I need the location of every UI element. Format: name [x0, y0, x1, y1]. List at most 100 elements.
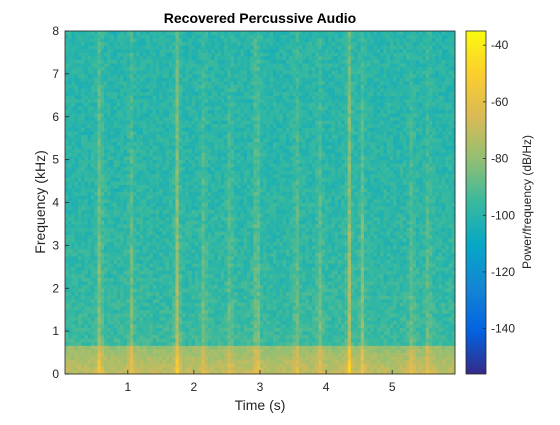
heatmap-cell: [130, 81, 134, 85]
heatmap-cell: [110, 138, 115, 143]
heatmap-cell: [97, 256, 102, 261]
heatmap-cell: [201, 281, 206, 286]
heatmap-cell: [188, 159, 193, 164]
heatmap-cell: [230, 309, 235, 314]
heatmap-cell: [110, 195, 115, 200]
heatmap-cell: [91, 216, 95, 221]
heatmap-cell: [65, 41, 69, 46]
heatmap-cell: [178, 152, 183, 157]
heatmap-cell: [175, 273, 180, 278]
heatmap-cell: [172, 195, 176, 200]
heatmap-cell: [110, 59, 115, 64]
heatmap-cell: [139, 48, 144, 53]
heatmap-cell: [172, 238, 176, 243]
heatmap-cell: [214, 320, 219, 325]
heatmap-cell: [113, 248, 118, 253]
heatmap-cell: [130, 259, 134, 264]
heatmap-cell: [175, 131, 180, 136]
heatmap-cell: [191, 73, 196, 78]
heatmap-cell: [117, 238, 121, 243]
heatmap-cell: [143, 202, 147, 207]
heatmap-cell: [156, 91, 160, 96]
heatmap-cell: [84, 106, 89, 110]
heatmap-cell: [68, 331, 72, 336]
heatmap-cell: [149, 38, 154, 43]
heatmap-cell: [211, 223, 215, 228]
heatmap-cell: [97, 173, 102, 178]
heatmap-cell: [97, 277, 102, 282]
heatmap-cell: [146, 102, 150, 107]
heatmap-cell: [123, 177, 128, 182]
heatmap-cell: [65, 98, 69, 103]
heatmap-cell: [123, 263, 128, 268]
heatmap-cell: [133, 38, 137, 43]
heatmap-cell: [133, 73, 137, 78]
heatmap-cell: [165, 234, 170, 239]
heatmap-cell: [227, 334, 232, 339]
heatmap-cell: [156, 66, 160, 71]
heatmap-cell: [117, 356, 121, 361]
heatmap-cell: [120, 352, 124, 357]
heatmap-cell: [224, 270, 228, 275]
heatmap-cell: [113, 281, 118, 286]
heatmap-cell: [156, 166, 160, 171]
heatmap-cell: [71, 41, 76, 46]
heatmap-cell: [149, 177, 154, 182]
heatmap-cell: [185, 241, 189, 246]
heatmap-cell: [100, 220, 105, 225]
heatmap-cell: [143, 41, 147, 46]
heatmap-cell: [71, 345, 76, 350]
heatmap-cell: [217, 77, 222, 82]
heatmap-cell: [152, 156, 157, 161]
heatmap-cell: [91, 98, 95, 103]
heatmap-cell: [169, 138, 173, 143]
heatmap-cell: [113, 359, 118, 364]
heatmap-cell: [185, 252, 189, 257]
heatmap-cell: [139, 313, 144, 318]
heatmap-cell: [195, 270, 199, 275]
heatmap-cell: [191, 341, 196, 346]
heatmap-cell: [120, 331, 124, 336]
heatmap-cell: [97, 291, 102, 296]
heatmap-cell: [221, 241, 225, 246]
heatmap-cell: [152, 177, 157, 182]
heatmap-cell: [162, 181, 167, 186]
heatmap-cell: [221, 198, 225, 203]
heatmap-cell: [227, 113, 232, 118]
heatmap-cell: [175, 45, 180, 50]
heatmap-cell: [169, 41, 173, 46]
heatmap-cell: [188, 88, 193, 93]
heatmap-cell: [188, 170, 193, 175]
heatmap-cell: [133, 134, 137, 139]
heatmap-cell: [217, 163, 222, 168]
heatmap-cell: [178, 209, 183, 214]
heatmap-cell: [133, 284, 137, 289]
heatmap-cell: [214, 198, 219, 203]
heatmap-cell: [175, 248, 180, 253]
heatmap-cell: [81, 120, 85, 125]
heatmap-cell: [175, 209, 180, 214]
heatmap-cell: [84, 102, 89, 107]
heatmap-cell: [143, 352, 147, 357]
heatmap-cell: [130, 216, 134, 221]
heatmap-cell: [107, 320, 111, 325]
heatmap-cell: [126, 152, 131, 157]
heatmap-cell: [94, 309, 98, 314]
heatmap-cell: [221, 277, 225, 282]
heatmap-cell: [165, 148, 170, 153]
heatmap-cell: [188, 281, 193, 286]
heatmap-cell: [159, 34, 163, 39]
heatmap-cell: [198, 170, 202, 175]
heatmap-cell: [230, 66, 235, 71]
heatmap-cell: [227, 91, 232, 96]
heatmap-cell: [149, 127, 154, 132]
heatmap-cell: [172, 166, 176, 171]
heatmap-cell: [224, 81, 228, 85]
heatmap-cell: [227, 127, 232, 132]
heatmap-cell: [224, 334, 228, 339]
heatmap-cell: [100, 216, 105, 221]
heatmap-cell: [107, 313, 111, 318]
heatmap-cell: [91, 191, 95, 196]
heatmap-cell: [201, 145, 206, 150]
heatmap-cell: [162, 334, 167, 339]
